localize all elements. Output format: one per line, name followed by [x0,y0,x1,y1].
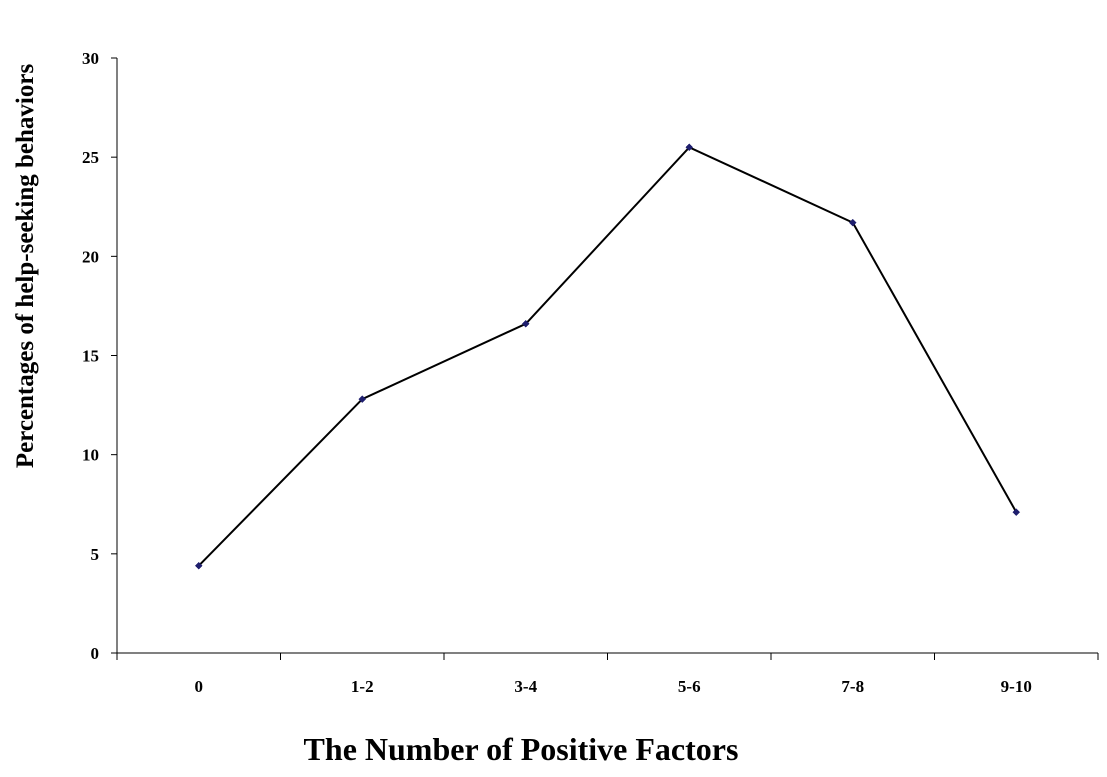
data-point-marker [1012,508,1021,517]
y-tick-label: 25 [82,148,99,167]
data-point-marker [848,218,857,227]
x-tick-label: 1-2 [351,677,374,696]
y-tick-label: 5 [91,545,100,564]
x-axis-title: The Number of Positive Factors [304,731,739,767]
x-tick-label: 0 [195,677,204,696]
data-point-marker [358,395,367,403]
x-tick-label: 9-10 [1001,677,1032,696]
x-tick-label: 7-8 [841,677,864,696]
y-tick-label: 10 [82,446,99,465]
y-tick-label: 20 [82,247,99,266]
y-axis-title: Percentages of help-seeking behaviors [12,64,39,469]
data-point-marker [194,561,203,570]
data-point-marker [685,143,694,152]
chart-ticks: 0 5 10 15 20 25 30 0 1-2 3-4 5-6 7-8 9-10 [82,49,1099,696]
series-line [198,146,1018,567]
chart-series [194,143,1021,570]
x-tick-label: 5-6 [678,677,701,696]
x-tick-label: 3-4 [514,677,537,696]
y-tick-label: 15 [82,347,99,366]
chart-axes [116,58,1098,654]
data-point-marker [521,319,530,328]
y-tick-label: 0 [91,644,100,663]
y-tick-label: 30 [82,49,99,68]
